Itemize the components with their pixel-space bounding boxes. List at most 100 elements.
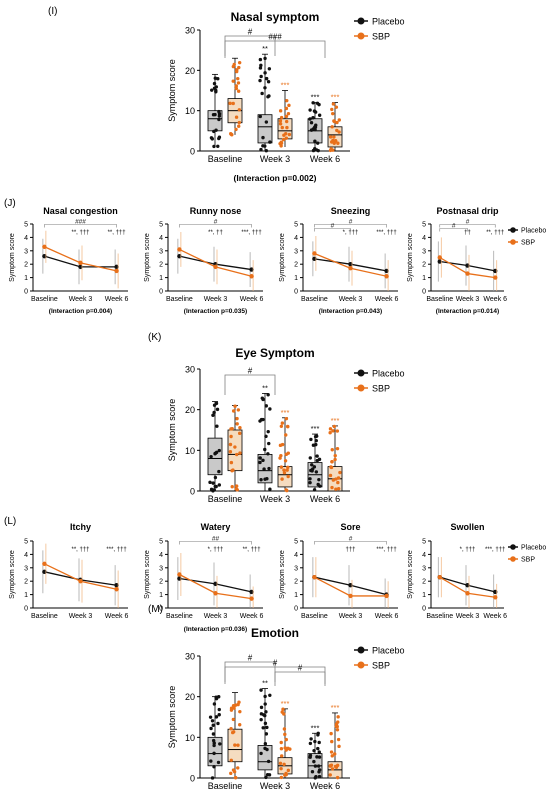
data-point	[315, 101, 320, 105]
data-point	[338, 470, 342, 475]
interaction-note: (Interaction p=0.004)	[49, 308, 112, 315]
y-tick-label: 0	[190, 487, 195, 497]
data-point	[211, 738, 216, 743]
series-point	[42, 253, 47, 259]
y-tick-label: 5	[159, 222, 163, 229]
significance-label: ***, †††	[106, 547, 126, 553]
x-tick-label: Week 3	[69, 613, 93, 620]
data-point	[333, 139, 338, 143]
y-tick-label: 30	[185, 26, 195, 36]
series-point	[177, 576, 182, 581]
data-point	[235, 416, 239, 421]
data-point	[335, 724, 339, 729]
data-point	[311, 101, 315, 105]
series-point	[384, 593, 389, 599]
data-point	[263, 721, 268, 726]
series-point	[213, 591, 218, 596]
data-point	[284, 416, 289, 421]
data-point	[232, 62, 236, 67]
data-point	[216, 721, 220, 726]
series-point	[437, 574, 442, 580]
y-tick-label: 5	[294, 539, 298, 546]
y-tick-label: 0	[24, 606, 28, 613]
data-point	[286, 768, 291, 773]
bracket-label: ###	[268, 33, 282, 42]
chart-title: Swollen	[450, 522, 484, 532]
data-point	[263, 742, 268, 746]
data-point	[266, 759, 271, 764]
data-point	[330, 754, 334, 758]
bracket-label: #	[248, 367, 253, 376]
data-point	[308, 480, 312, 485]
data-point	[268, 487, 272, 491]
comparison-bracket	[44, 224, 117, 228]
data-point	[231, 101, 235, 106]
data-point	[317, 740, 321, 745]
data-point	[259, 147, 263, 152]
y-tick-label: 0	[294, 606, 298, 613]
series-point	[249, 589, 254, 595]
box-iqr	[227, 429, 243, 472]
y-axis-label: Symptom score	[279, 550, 286, 599]
data-point	[312, 748, 316, 753]
data-point	[329, 763, 334, 767]
data-point	[308, 117, 312, 121]
data-point	[261, 135, 265, 140]
series-point	[249, 267, 254, 272]
series-point	[312, 251, 317, 256]
x-tick-label: Week 3	[456, 613, 480, 620]
data-point	[335, 728, 340, 732]
legend-marker	[357, 369, 365, 377]
y-axis-label: Symptom score	[279, 233, 286, 282]
data-point	[231, 79, 235, 83]
data-point	[212, 81, 217, 86]
legend-marker	[510, 239, 516, 245]
series-point	[348, 593, 353, 599]
y-tick-label: 4	[24, 552, 28, 559]
data-point	[236, 766, 240, 770]
data-point	[284, 114, 289, 119]
data-point	[214, 128, 218, 132]
box-iqr	[257, 114, 273, 144]
series-point	[348, 583, 353, 588]
y-tick-label: 2	[24, 579, 28, 586]
data-point	[328, 135, 333, 139]
data-point	[237, 108, 242, 112]
data-point	[261, 713, 266, 717]
comparison-bracket	[314, 541, 387, 545]
data-point	[234, 484, 239, 488]
series-point	[465, 583, 470, 588]
bracket-label: #	[452, 223, 456, 230]
data-point	[212, 765, 216, 769]
data-point	[237, 431, 242, 436]
data-point	[310, 463, 314, 467]
data-point	[331, 478, 336, 482]
x-tick-label: Baseline	[208, 781, 243, 791]
significance-label: **, †††	[486, 230, 504, 236]
series-point	[384, 274, 389, 279]
y-axis-label: Symptom score	[144, 233, 151, 282]
chart-title: Emotion	[251, 626, 299, 640]
data-point	[278, 122, 283, 126]
data-point	[258, 114, 262, 119]
y-tick-label: 10	[185, 106, 195, 116]
x-tick-label: Baseline	[208, 154, 243, 164]
chart-title: Sore	[340, 522, 360, 532]
data-point	[308, 741, 313, 746]
x-tick-label: Week 3	[339, 613, 363, 620]
data-point	[337, 744, 341, 749]
series-point	[42, 244, 47, 249]
data-point	[213, 475, 218, 480]
data-point	[281, 707, 285, 711]
data-point	[330, 107, 334, 112]
bracket-label: ##	[212, 536, 220, 543]
chart-title: Runny nose	[190, 206, 242, 216]
data-point	[317, 774, 322, 779]
y-tick-label: 2	[294, 579, 298, 586]
data-point	[236, 76, 240, 81]
significance-label: *, †††	[343, 230, 359, 236]
data-point	[284, 737, 288, 742]
data-point	[330, 485, 334, 490]
legend-marker	[357, 32, 365, 40]
data-point	[331, 429, 335, 433]
